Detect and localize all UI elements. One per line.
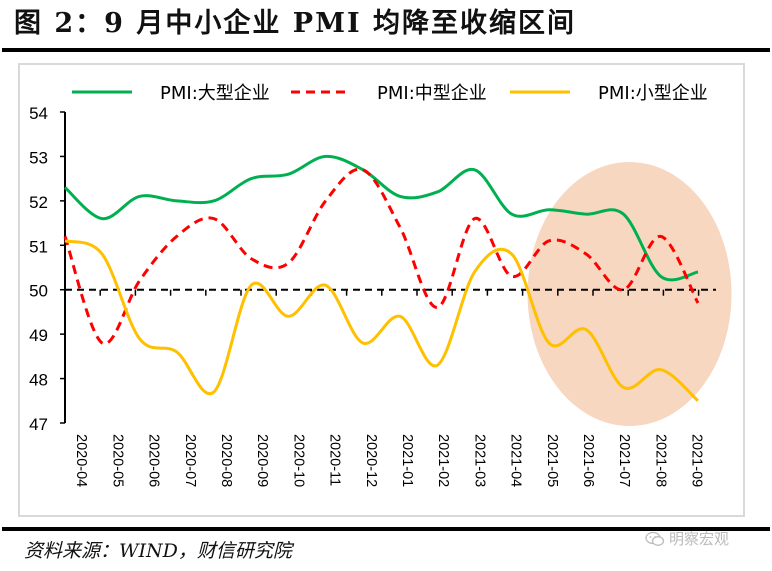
series-line-medium — [63, 167, 700, 346]
x-tick-label: 2020-07 — [182, 434, 198, 487]
x-tick-label: 2021-02 — [435, 434, 451, 487]
y-tick-label: 53 — [29, 148, 48, 167]
series-line-large — [63, 154, 699, 282]
legend-label-small: PMI:小型企业 — [598, 83, 708, 104]
legend: PMI:大型企业 PMI:中型企业 PMI:小型企业 — [72, 83, 708, 104]
y-tick-label: 48 — [29, 371, 48, 390]
source-note: 资料来源：WIND，财信研究院 — [24, 540, 292, 562]
legend-label-large: PMI:大型企业 — [160, 83, 270, 104]
y-tick-label: 50 — [29, 282, 48, 301]
series-line-small — [64, 239, 700, 402]
watermark-text: 明察宏观 — [669, 530, 730, 548]
x-tick-label: 2021-03 — [471, 434, 487, 487]
y-tick-label: 49 — [29, 326, 48, 345]
x-tick-label: 2020-12 — [363, 434, 379, 487]
figure-title: 图 2：9 月中小企业 PMI 均降至收缩区间 — [14, 8, 576, 39]
y-axis: 47 48 49 50 51 52 53 54 — [29, 104, 66, 434]
x-tick-label: 2021-08 — [652, 434, 668, 487]
x-tick-label: 2021-07 — [616, 434, 632, 487]
x-axis: 2020-04 2020-05 2020-06 2020-07 2020-08 2020-… — [65, 288, 716, 487]
series-group — [63, 154, 700, 402]
watermark: 明察宏观 — [645, 528, 729, 549]
x-tick-label: 2020-11 — [327, 434, 343, 486]
x-tick-label: 2021-01 — [399, 434, 415, 487]
x-tick-label: 2021-05 — [544, 434, 560, 487]
x-tick-label: 2020-05 — [109, 434, 125, 487]
x-tick-label: 2020-08 — [218, 434, 234, 487]
legend-item-large: PMI:大型企业 — [72, 83, 270, 104]
legend-item-medium: PMI:中型企业 — [291, 83, 487, 104]
x-tick-label: 2020-09 — [254, 434, 270, 487]
legend-item-small: PMI:小型企业 — [510, 83, 708, 104]
bottom-rule — [2, 527, 770, 531]
x-tick-label: 2021-09 — [689, 434, 705, 487]
wechat-icon — [645, 531, 665, 547]
legend-label-medium: PMI:中型企业 — [377, 83, 487, 104]
top-rule — [2, 48, 770, 52]
y-tick-label: 52 — [29, 193, 48, 212]
y-tick-label: 47 — [29, 415, 48, 434]
x-tick-label: 2021-04 — [508, 434, 524, 487]
highlight-ellipse — [527, 162, 732, 426]
x-tick-label: 2021-06 — [580, 434, 596, 487]
x-tick-label: 2020-06 — [146, 434, 162, 487]
y-tick-label: 54 — [29, 104, 48, 123]
x-tick-label: 2020-10 — [290, 434, 306, 487]
x-tick-label: 2020-04 — [73, 434, 89, 487]
y-tick-label: 51 — [29, 237, 48, 256]
